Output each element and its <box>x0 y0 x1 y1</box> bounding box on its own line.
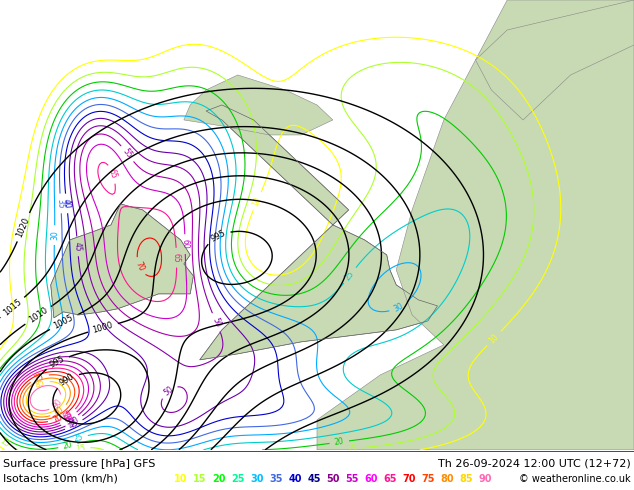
Text: © weatheronline.co.uk: © weatheronline.co.uk <box>519 474 631 484</box>
Text: 90: 90 <box>51 397 64 410</box>
Text: 70: 70 <box>133 260 146 273</box>
Text: 85: 85 <box>34 377 46 390</box>
Text: 1015: 1015 <box>1 297 23 318</box>
Text: 995: 995 <box>209 229 228 244</box>
Text: 15: 15 <box>347 444 358 454</box>
Text: 85: 85 <box>460 474 473 484</box>
Text: 25: 25 <box>344 269 356 282</box>
Text: 20: 20 <box>334 437 345 447</box>
Text: 40: 40 <box>288 474 302 484</box>
Text: 35: 35 <box>56 198 65 209</box>
Text: 1005: 1005 <box>52 313 75 331</box>
Text: Isotachs 10m (km/h): Isotachs 10m (km/h) <box>3 474 118 484</box>
Text: Surface pressure [hPa] GFS: Surface pressure [hPa] GFS <box>3 459 155 468</box>
Text: 65: 65 <box>384 474 397 484</box>
Text: 15: 15 <box>0 437 11 449</box>
Polygon shape <box>317 0 634 450</box>
Text: 40: 40 <box>61 198 72 209</box>
Polygon shape <box>184 75 333 135</box>
Text: 45: 45 <box>307 474 321 484</box>
Text: 60: 60 <box>62 412 75 425</box>
Text: 10: 10 <box>174 474 188 484</box>
Text: 30: 30 <box>50 230 59 240</box>
Text: 990: 990 <box>58 372 76 388</box>
Text: 1010: 1010 <box>27 306 49 325</box>
Text: 20: 20 <box>62 440 74 451</box>
Text: 80: 80 <box>441 474 454 484</box>
Polygon shape <box>51 204 193 318</box>
Text: 45: 45 <box>68 418 81 431</box>
Text: 60: 60 <box>181 239 190 249</box>
Text: 1020: 1020 <box>15 216 32 239</box>
Text: 50: 50 <box>327 474 340 484</box>
Text: 30: 30 <box>250 474 264 484</box>
Text: 75: 75 <box>33 371 46 384</box>
Text: 75: 75 <box>422 474 435 484</box>
Text: Th 26-09-2024 12:00 UTC (12+72): Th 26-09-2024 12:00 UTC (12+72) <box>438 459 631 468</box>
Text: 15: 15 <box>193 474 207 484</box>
Text: 65: 65 <box>107 168 119 180</box>
Text: 20: 20 <box>212 474 226 484</box>
Text: 25: 25 <box>72 433 84 444</box>
Text: 50: 50 <box>162 385 175 397</box>
Polygon shape <box>200 105 437 360</box>
Polygon shape <box>476 0 634 120</box>
Text: 10: 10 <box>488 332 501 345</box>
Text: 55: 55 <box>346 474 359 484</box>
Text: 70: 70 <box>51 413 63 425</box>
Text: 10: 10 <box>251 195 263 207</box>
Text: 65: 65 <box>172 253 181 263</box>
Text: 15: 15 <box>75 443 86 454</box>
Text: 55: 55 <box>121 147 134 160</box>
Text: 45: 45 <box>73 241 82 251</box>
Text: 50: 50 <box>210 316 223 329</box>
Text: 30: 30 <box>392 301 405 314</box>
Text: 60: 60 <box>365 474 378 484</box>
Text: 995: 995 <box>48 354 67 370</box>
Text: 55: 55 <box>63 415 77 427</box>
Text: 90: 90 <box>479 474 492 484</box>
Text: 50: 50 <box>68 415 81 428</box>
Text: 80: 80 <box>53 405 65 418</box>
Text: 35: 35 <box>269 474 283 484</box>
Text: 65: 65 <box>61 409 74 422</box>
Text: 70: 70 <box>403 474 416 484</box>
Text: 25: 25 <box>231 474 245 484</box>
Text: 1000: 1000 <box>91 320 114 335</box>
